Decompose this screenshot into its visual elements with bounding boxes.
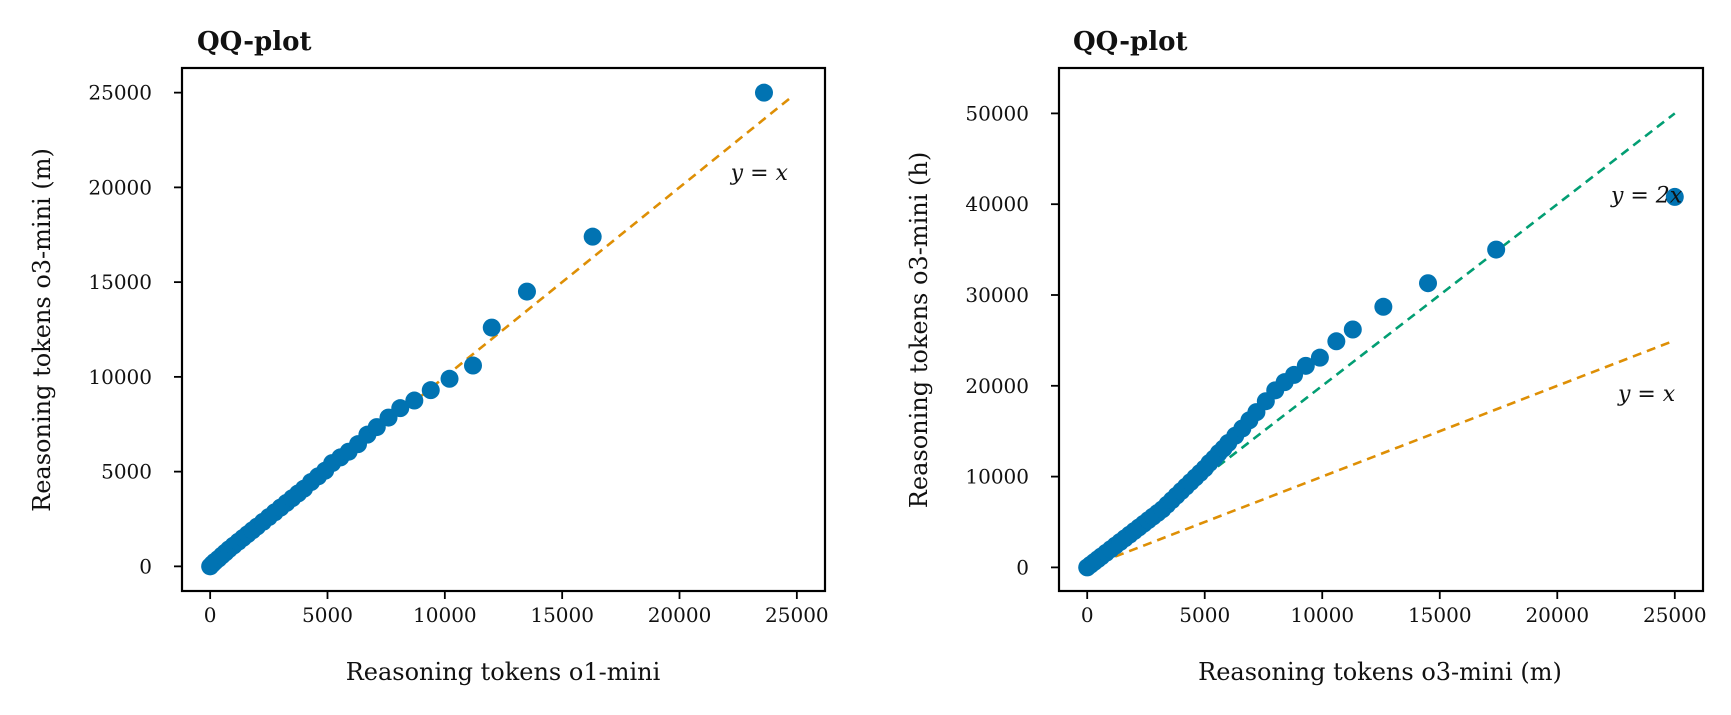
right-data-point [1327,332,1346,351]
left-data-point [421,381,440,400]
right-reference-line-1 [1086,339,1676,569]
left-data-points [201,83,773,576]
right-plot-frame [1057,66,1705,593]
left-y-tick-label: 15000 [88,270,152,294]
right-data-point [1419,274,1438,293]
left-annotation-0: y = x [730,161,789,186]
left-data-point [463,356,482,375]
left-axis-ticks: 0 5000 10000 15000 20000 25000 0 5000 10000 15000… [88,81,828,627]
right-data-point [1296,356,1315,375]
right-x-tick-label: 20000 [1525,603,1589,627]
left-data-point [482,318,501,337]
right-data-point [1665,187,1684,206]
right-x-tick-label: 0 [1081,603,1094,627]
right-axis-ticks: 0 5000 10000 15000 20000 25000 0 10000 20000 3000… [965,101,1706,627]
left-data-point [440,369,459,388]
left-data-point [517,282,536,301]
right-data-point [1310,348,1329,367]
right-y-tick-label: 10000 [965,465,1029,489]
right-x-tick-label: 25000 [1643,603,1707,627]
left-x-tick-label: 0 [204,603,217,627]
right-x-axis-label: Reasoning tokens o3-mini (m) [1198,658,1562,686]
right-line-annotations: y = 2x y = x [1610,183,1683,407]
left-y-tick-label: 20000 [88,175,152,199]
left-data-point [405,391,424,410]
right-annotation-0: y = 2x [1610,183,1683,208]
right-data-point [1374,297,1393,316]
right-y-tick-label: 0 [1016,555,1029,579]
left-x-tick-label: 15000 [530,603,594,627]
left-y-tick-label: 25000 [88,81,152,105]
left-data-point [754,83,773,102]
right-y-tick-label: 20000 [965,374,1029,398]
left-line-annotations: y = x [730,161,789,186]
right-y-tick-label: 40000 [965,192,1029,216]
left-y-tick-label: 5000 [101,460,152,484]
right-data-point [1487,240,1506,259]
left-y-tick-label: 0 [139,554,152,578]
right-chart-title: QQ-plot [1073,27,1187,57]
left-panel: QQ-plot 0 5000 10000 15000 20000 25000 0 5000 10… [28,27,829,686]
left-x-tick-label: 20000 [648,603,712,627]
right-annotation-1: y = x [1617,382,1676,407]
right-x-tick-label: 15000 [1408,603,1472,627]
left-data-point [391,399,410,418]
right-x-tick-label: 10000 [1290,603,1354,627]
left-x-tick-label: 10000 [413,603,477,627]
left-y-axis-label: Reasoning tokens o3-mini (m) [28,148,56,512]
right-y-tick-label: 30000 [965,283,1029,307]
right-data-point [1343,320,1362,339]
left-x-tick-label: 5000 [302,603,353,627]
left-data-point [583,227,602,246]
left-chart-title: QQ-plot [197,27,311,57]
right-y-axis-label: Reasoning tokens o3-mini (h) [905,152,933,508]
right-panel: QQ-plot 0 5000 10000 15000 20000 25000 0 10000 2… [905,27,1707,686]
left-x-axis-label: Reasoning tokens o1-mini [346,658,661,686]
left-y-tick-label: 10000 [88,365,152,389]
right-data-points [1078,187,1684,577]
left-plot-frame [180,66,827,593]
left-x-tick-label: 25000 [765,603,829,627]
right-x-tick-label: 5000 [1179,603,1230,627]
right-y-tick-label: 50000 [965,101,1029,125]
